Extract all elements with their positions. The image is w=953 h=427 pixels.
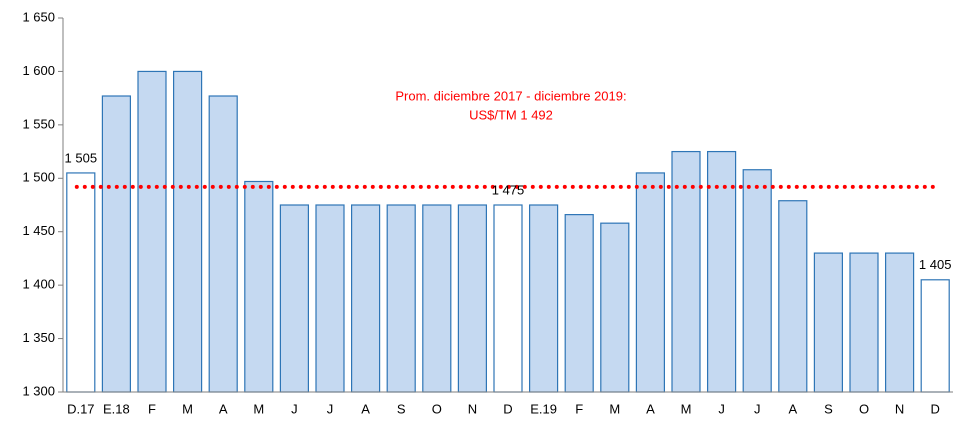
bar [279, 204, 309, 393]
bar [813, 252, 844, 393]
bar [457, 204, 487, 393]
bar [244, 180, 274, 393]
x-tick-label: S [397, 401, 406, 416]
x-tick-label: O [432, 401, 442, 416]
bar [920, 279, 950, 393]
x-tick-label: F [575, 401, 583, 416]
y-tick-label: 1 300 [22, 383, 55, 398]
x-tick-label: M [253, 401, 264, 416]
x-tick-label: O [859, 401, 869, 416]
x-tick-label: D [503, 401, 512, 416]
x-tick-label: J [327, 401, 334, 416]
bar [351, 204, 381, 393]
bar [386, 204, 416, 393]
y-tick-label: 1 650 [22, 9, 55, 24]
value-label: 1 405 [919, 257, 952, 272]
x-tick-label: J [718, 401, 725, 416]
bar [173, 70, 203, 393]
y-tick-label: 1 500 [22, 170, 55, 185]
x-tick-label: D [931, 401, 940, 416]
bar [422, 204, 452, 393]
y-tick-label: 1 550 [22, 116, 55, 131]
x-tick-label: M [609, 401, 620, 416]
x-tick-label: E.18 [103, 401, 130, 416]
bar [101, 95, 132, 393]
reference-label: US$/TM 1 492 [469, 107, 553, 122]
x-tick-label: E.19 [530, 401, 557, 416]
x-tick-label: M [182, 401, 193, 416]
y-tick-label: 1 450 [22, 223, 55, 238]
x-tick-label: S [824, 401, 833, 416]
y-tick-label: 1 400 [22, 277, 55, 292]
x-tick-label: F [148, 401, 156, 416]
bar [635, 172, 666, 393]
bar [884, 252, 915, 393]
bar [137, 70, 167, 393]
x-tick-label: J [291, 401, 298, 416]
x-tick-label: A [219, 401, 228, 416]
x-tick-label: J [754, 401, 761, 416]
bar [671, 150, 701, 393]
bar [493, 204, 523, 393]
bar [600, 222, 630, 393]
reference-label: Prom. diciembre 2017 - diciembre 2019: [395, 88, 626, 103]
bar [778, 200, 808, 393]
bar [528, 204, 559, 393]
y-tick-label: 1 600 [22, 63, 55, 78]
bar [315, 204, 345, 393]
value-label: 1 475 [492, 182, 525, 197]
x-tick-label: A [788, 401, 797, 416]
bar [66, 172, 96, 393]
bar [742, 169, 772, 393]
bar [208, 95, 238, 393]
x-tick-label: M [681, 401, 692, 416]
bar [564, 214, 594, 393]
bar [849, 252, 879, 393]
x-tick-label: N [468, 401, 477, 416]
x-tick-label: A [361, 401, 370, 416]
value-label: 1 505 [65, 150, 98, 165]
x-tick-label: N [895, 401, 904, 416]
x-tick-label: D.17 [67, 401, 94, 416]
y-tick-label: 1 350 [22, 330, 55, 345]
x-tick-label: A [646, 401, 655, 416]
